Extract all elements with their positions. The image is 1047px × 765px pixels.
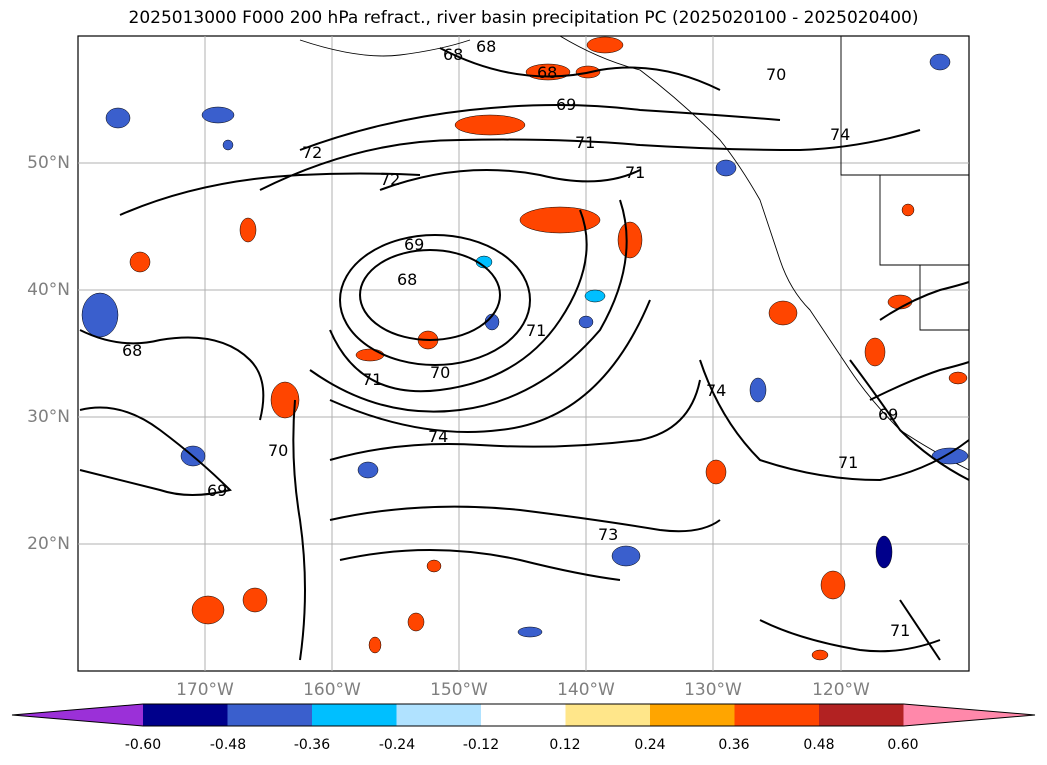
lat-label-50n: 50°N [27,153,70,173]
lon-label-130w: 130°W [684,680,742,700]
contour-label: 68 [537,63,557,82]
lat-label-20n: 20°N [27,534,70,554]
contour-label: 69 [878,405,898,424]
colorbar-segment [650,704,735,726]
contour-label: 74 [706,381,726,400]
contour-label: 68 [443,45,463,64]
colorbar-segment [312,704,397,726]
contour-label: 70 [430,363,450,382]
contour-label: 71 [625,163,645,182]
contour-label: 71 [838,453,858,472]
colorbar-tick: -0.24 [378,737,416,753]
contour-label: 74 [428,427,448,446]
contour-label: 68 [397,270,417,289]
colorbar-tick: -0.12 [462,737,500,753]
colorbar-tick: 0.36 [718,737,750,753]
colorbar-segment [734,704,820,726]
contour-label: 71 [362,370,382,389]
contour-label: 72 [380,170,400,189]
lon-label-160w: 160°W [303,680,361,700]
negative-precip-areas [81,53,969,638]
contour-label: 73 [598,525,618,544]
refractivity-contours [79,47,970,661]
contour-label: 72 [302,143,322,162]
map-title: 2025013000 F000 200 hPa refract., river … [128,8,919,28]
colorbar-segment [227,704,313,726]
contour-label: 69 [207,481,227,500]
colorbar-tick: -0.60 [124,737,162,753]
lon-label-120w: 120°W [812,680,870,700]
contour-label: 68 [476,37,496,56]
colorbar-outline [11,703,1036,727]
lat-label-30n: 30°N [27,407,70,427]
positive-precip-areas [129,36,968,661]
colorbar-segment [819,704,904,726]
colorbar-segment [565,704,651,726]
colorbar-tick: -0.36 [293,737,331,753]
contour-label: 68 [122,341,142,360]
contour-label: 70 [766,65,786,84]
contour-label: 74 [830,125,850,144]
contour-label: 70 [268,441,288,460]
colorbar-tick: 0.12 [549,737,581,753]
contour-label: 69 [556,95,576,114]
colorbar [11,703,1036,727]
colorbar-extend-right [903,704,1035,726]
colorbar-tick: 0.24 [634,737,666,753]
contour-label: 69 [404,235,424,254]
colorbar-segment [481,704,566,726]
lon-label-170w: 170°W [176,680,234,700]
colorbar-extend-left [12,704,143,726]
gridlines [78,36,969,671]
lon-label-140w: 140°W [557,680,615,700]
lat-label-40n: 40°N [27,280,70,300]
contour-label: 71 [575,133,595,152]
contour-labels: 68 68 68 70 69 71 74 72 72 71 69 68 71 7… [122,37,910,640]
coastlines [299,35,970,471]
contour-label: 71 [526,321,546,340]
colorbar-tick: 0.60 [887,737,919,753]
colorbar-tick: -0.48 [209,737,247,753]
colorbar-segment [143,704,228,726]
lon-label-150w: 150°W [430,680,488,700]
contour-label: 71 [890,621,910,640]
colorbar-segment [396,704,482,726]
colorbar-tick: 0.48 [803,737,835,753]
